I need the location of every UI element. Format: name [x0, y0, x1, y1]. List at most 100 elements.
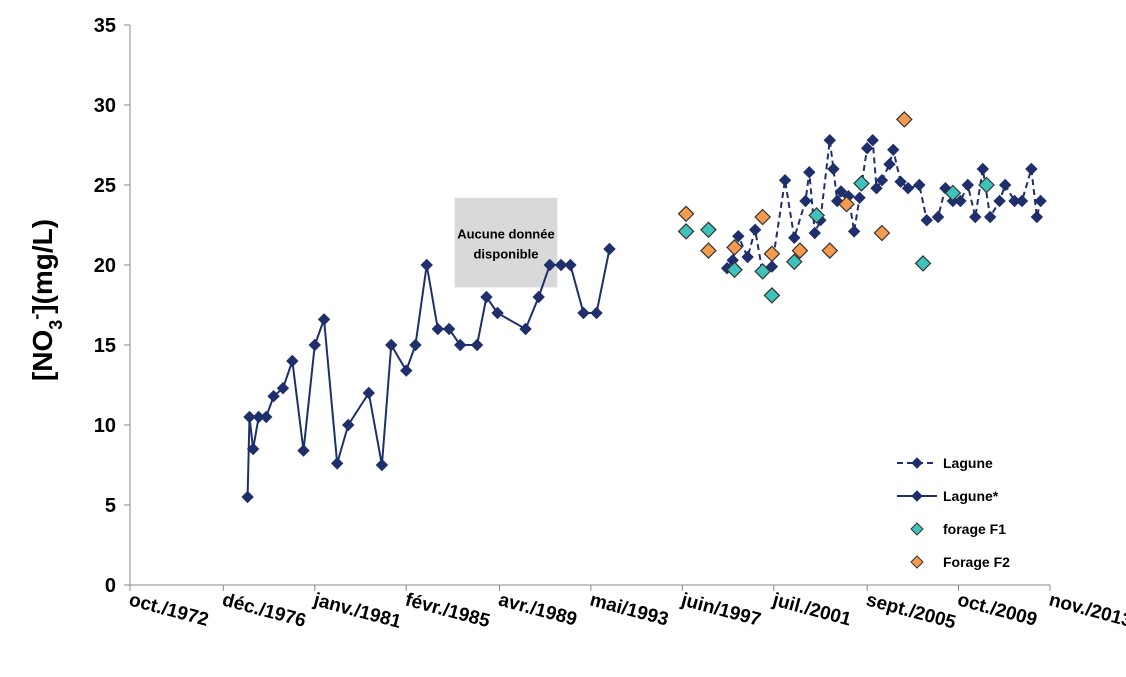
- data-point: [791, 242, 809, 259]
- legend-label: Forage F2: [943, 554, 1010, 570]
- legend-entry: Lagune*: [897, 488, 999, 504]
- legend-marker: [911, 490, 923, 502]
- plot-area: 0 5 10 15 20 25 30 35 oct./1972 déc./1976 janv./19…: [94, 15, 1126, 634]
- data-point: [983, 210, 997, 224]
- data-point: [1030, 210, 1044, 224]
- data-point: [330, 457, 344, 470]
- data-point: [1034, 194, 1047, 208]
- data-point: [853, 175, 870, 192]
- data-point: [823, 133, 836, 147]
- x-tick-label: oct./2009: [955, 590, 1039, 631]
- data-point: [700, 221, 717, 239]
- no-data-box: [454, 197, 558, 288]
- data-point: [976, 162, 990, 176]
- data-point: [969, 210, 982, 224]
- data-point: [1015, 194, 1029, 208]
- data-point: [603, 242, 616, 256]
- data-point: [543, 258, 556, 272]
- data-point: [901, 181, 915, 195]
- x-tick-label: juil./2001: [769, 589, 853, 630]
- data-point: [470, 338, 484, 352]
- data-point: [803, 165, 816, 179]
- data-point: [431, 322, 445, 336]
- data-point: [808, 207, 826, 224]
- legend-entry: Forage F2: [910, 554, 1010, 570]
- data-point: [385, 338, 398, 352]
- data-point: [246, 442, 260, 456]
- data-point: [317, 313, 331, 326]
- data-point: [765, 260, 779, 273]
- data-point: [827, 162, 840, 176]
- data-point: [420, 258, 433, 272]
- data-point: [726, 239, 743, 256]
- y-label-sub: 3: [46, 320, 66, 330]
- data-point: [409, 338, 422, 352]
- legend-marker: [911, 457, 923, 469]
- data-point: [677, 205, 695, 223]
- data-point: [998, 178, 1012, 192]
- data-point: [860, 141, 874, 155]
- data-point: [442, 322, 456, 336]
- x-tick-label: avr./1989: [496, 590, 579, 631]
- series-lagune: [241, 242, 616, 504]
- data-point: [866, 133, 879, 147]
- data-point: [297, 444, 310, 457]
- y-axis-label: [NO3-](mg/L): [26, 219, 66, 381]
- data-point: [799, 194, 812, 208]
- data-point: [853, 191, 866, 205]
- legend-label: Lagune*: [943, 488, 999, 504]
- data-point: [763, 245, 781, 263]
- data-point: [726, 261, 743, 279]
- data-point: [267, 389, 280, 403]
- data-point: [748, 223, 762, 237]
- y-tick-label: 35: [94, 15, 116, 37]
- y-tick-label: 25: [94, 175, 116, 197]
- data-point: [564, 258, 577, 272]
- legend-label: Lagune: [943, 455, 993, 471]
- data-point: [308, 338, 321, 352]
- data-point: [873, 224, 891, 242]
- data-point: [754, 263, 771, 280]
- data-point: [931, 210, 945, 224]
- no-data-label-line1: Aucune donnée: [457, 227, 555, 242]
- x-tick-label: oct./1972: [127, 590, 211, 631]
- data-point: [834, 185, 848, 198]
- data-point: [785, 253, 803, 271]
- data-point: [590, 306, 603, 320]
- x-tick-label: nov./2013: [1047, 590, 1126, 632]
- data-point: [532, 290, 545, 304]
- data-point: [276, 381, 290, 395]
- legend-label: forage F1: [943, 521, 1006, 537]
- data-point: [454, 338, 467, 352]
- data-point: [241, 490, 254, 504]
- data-point: [961, 178, 974, 192]
- data-point: [778, 173, 792, 187]
- data-point: [286, 354, 299, 368]
- legend-marker: [910, 555, 924, 569]
- data-point: [875, 173, 889, 187]
- data-point: [847, 225, 861, 238]
- legend-entry: forage F1: [910, 521, 1006, 537]
- data-point: [763, 287, 781, 304]
- data-point: [577, 306, 590, 320]
- x-tick-label: janv./1981: [311, 589, 404, 633]
- data-point: [883, 157, 896, 171]
- data-point: [754, 208, 771, 226]
- x-tick-label: déc./1976: [220, 590, 308, 632]
- y-tick-label: 10: [94, 415, 116, 437]
- y-label-post: ](mg/L): [27, 219, 58, 314]
- no-data-label-line2: disponible: [473, 247, 538, 262]
- data-point: [838, 195, 855, 213]
- x-tick-label: févr./1985: [403, 590, 493, 633]
- data-point: [400, 364, 413, 377]
- data-point: [894, 175, 907, 189]
- data-point: [954, 194, 967, 208]
- data-point: [1025, 162, 1038, 176]
- y-label-pre: [NO: [27, 330, 58, 381]
- data-point: [732, 229, 745, 243]
- x-tick-label: mai/1993: [588, 590, 671, 631]
- series-forage-f2: [677, 111, 913, 263]
- data-point: [519, 322, 532, 336]
- x-tick-label: juin/1997: [678, 589, 763, 631]
